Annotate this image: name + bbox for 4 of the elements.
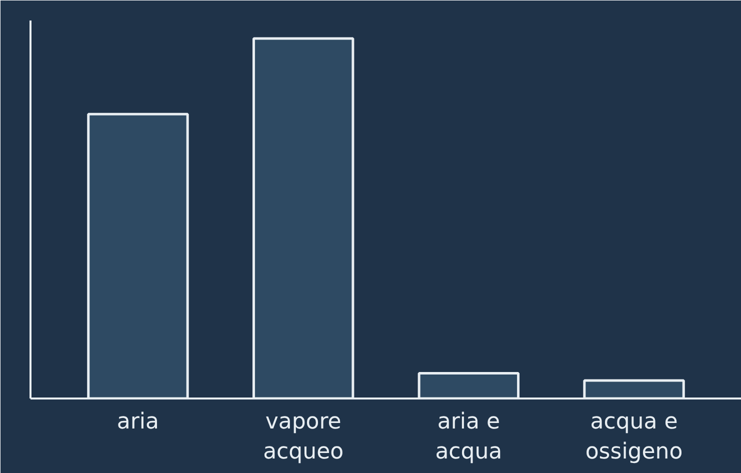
x-tick-label: aria e acqua [435, 410, 502, 464]
x-tick-label: aria [116, 410, 160, 434]
x-tick-label: acqua e ossigeno [585, 410, 683, 464]
x-tick-label: vapore acqueo [263, 410, 344, 464]
